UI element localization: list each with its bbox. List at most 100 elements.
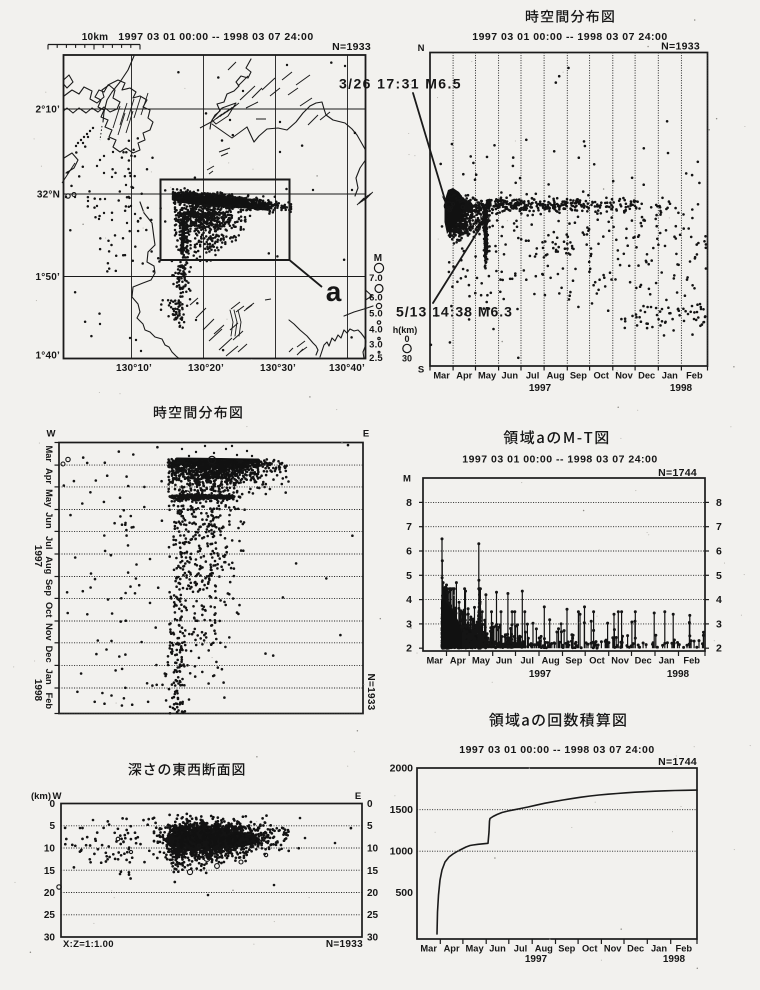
svg-text:Aug: Aug — [547, 371, 565, 381]
svg-text:Dec: Dec — [635, 656, 652, 666]
svg-text:25: 25 — [44, 910, 56, 921]
svg-text:N=1933: N=1933 — [661, 41, 700, 53]
svg-text:5: 5 — [367, 821, 373, 832]
svg-text:M: M — [374, 253, 383, 264]
svg-text:N=1933: N=1933 — [326, 939, 363, 950]
svg-text:E: E — [355, 791, 361, 802]
svg-text:Nov: Nov — [615, 371, 633, 381]
svg-text:Oct: Oct — [593, 371, 609, 381]
svg-text:500: 500 — [395, 887, 413, 899]
svg-text:Jan: Jan — [44, 669, 54, 685]
svg-text:Jan: Jan — [651, 944, 667, 954]
svg-text:15: 15 — [367, 866, 379, 877]
svg-text:h(km): h(km) — [393, 325, 418, 335]
svg-text:5: 5 — [716, 570, 722, 582]
svg-text:Feb: Feb — [686, 371, 703, 381]
svg-text:15: 15 — [44, 866, 56, 877]
svg-text:0: 0 — [404, 334, 409, 344]
svg-text:W: W — [47, 429, 56, 440]
svg-text:Sep: Sep — [44, 579, 54, 596]
svg-text:Aug: Aug — [44, 556, 54, 574]
svg-text:3: 3 — [406, 618, 412, 630]
svg-text:2°10’: 2°10’ — [36, 105, 60, 116]
svg-text:30: 30 — [402, 354, 412, 364]
svg-text:Apr: Apr — [456, 371, 472, 381]
svg-text:1997: 1997 — [525, 954, 548, 965]
svg-text:Sep: Sep — [565, 656, 582, 666]
svg-text:1997 03 01 00:00 -- 1998 03 07: 1997 03 01 00:00 -- 1998 03 07 24:00 — [472, 31, 667, 43]
svg-text:1997: 1997 — [32, 545, 43, 568]
svg-text:Aug: Aug — [542, 656, 560, 666]
svg-text:1997 03 01 00:00 -- 1998 03 07: 1997 03 01 00:00 -- 1998 03 07 24:00 — [118, 31, 313, 43]
svg-text:5: 5 — [406, 570, 412, 582]
svg-text:4: 4 — [716, 594, 722, 606]
svg-text:6: 6 — [716, 546, 722, 558]
svg-text:May: May — [466, 944, 485, 954]
svg-text:32°N: 32°N — [37, 190, 60, 201]
svg-text:30: 30 — [367, 933, 379, 944]
svg-text:Nov: Nov — [611, 656, 629, 666]
svg-text:Jun: Jun — [489, 944, 506, 954]
svg-text:a: a — [326, 276, 342, 307]
svg-text:N=1933: N=1933 — [365, 673, 376, 710]
svg-text:1°50’: 1°50’ — [36, 272, 60, 283]
svg-text:1997: 1997 — [529, 669, 552, 680]
svg-text:1°40’: 1°40’ — [36, 351, 60, 362]
svg-text:May: May — [44, 489, 54, 508]
svg-text:Jan: Jan — [659, 656, 675, 666]
svg-text:Feb: Feb — [683, 656, 700, 666]
svg-text:6: 6 — [406, 546, 412, 558]
svg-text:0: 0 — [367, 799, 373, 810]
svg-text:N: N — [418, 43, 425, 54]
svg-text:1997 03 01 00:00 -- 1998 03 07: 1997 03 01 00:00 -- 1998 03 07 24:00 — [462, 454, 657, 466]
svg-text:May: May — [478, 371, 497, 381]
svg-text:7: 7 — [406, 521, 412, 533]
svg-text:2: 2 — [406, 643, 412, 655]
svg-text:Dec: Dec — [44, 646, 54, 663]
svg-text:25: 25 — [367, 910, 379, 921]
svg-text:Jul: Jul — [514, 944, 527, 954]
svg-text:Nov: Nov — [604, 944, 622, 954]
svg-text:8: 8 — [716, 497, 722, 509]
svg-text:Apr: Apr — [44, 468, 54, 484]
svg-text:Jan: Jan — [662, 371, 678, 381]
svg-text:4.0: 4.0 — [369, 325, 383, 336]
svg-text:1998: 1998 — [32, 679, 43, 702]
svg-text:1997 03 01 00:00 -- 1998 03 07: 1997 03 01 00:00 -- 1998 03 07 24:00 — [459, 744, 654, 756]
svg-text:3.0: 3.0 — [369, 340, 383, 351]
svg-text:130°20’: 130°20’ — [188, 363, 224, 374]
svg-text:S: S — [418, 365, 424, 376]
svg-text:6.0: 6.0 — [369, 293, 383, 304]
svg-text:Jul: Jul — [44, 536, 54, 549]
svg-text:Jul: Jul — [526, 371, 539, 381]
svg-text:Aug: Aug — [535, 944, 553, 954]
svg-text:Dec: Dec — [638, 371, 655, 381]
svg-text:10: 10 — [44, 844, 56, 855]
svg-text:Oct: Oct — [44, 602, 54, 618]
svg-text:Oct: Oct — [582, 944, 598, 954]
svg-text:4: 4 — [406, 594, 412, 606]
svg-text:5: 5 — [49, 821, 55, 832]
svg-text:Jun: Jun — [44, 512, 54, 529]
svg-text:10km: 10km — [82, 32, 108, 43]
svg-text:3/26 17:31 M6.5: 3/26 17:31 M6.5 — [339, 76, 462, 92]
svg-text:1998: 1998 — [663, 954, 686, 965]
svg-text:Feb: Feb — [44, 693, 54, 710]
svg-text:M: M — [403, 474, 411, 485]
svg-text:Oct: Oct — [589, 656, 605, 666]
svg-text:Jul: Jul — [520, 656, 533, 666]
svg-text:130°40’: 130°40’ — [329, 363, 365, 374]
svg-text:N=1744: N=1744 — [658, 467, 697, 479]
svg-text:Jun: Jun — [502, 371, 519, 381]
svg-text:20: 20 — [44, 888, 56, 899]
svg-text:X:Z=1:1.00: X:Z=1:1.00 — [63, 939, 114, 950]
svg-text:Sep: Sep — [570, 371, 587, 381]
svg-text:May: May — [472, 656, 491, 666]
svg-text:5.0: 5.0 — [369, 309, 383, 320]
svg-text:W: W — [53, 791, 62, 802]
svg-text:E: E — [363, 429, 369, 440]
svg-text:1997: 1997 — [529, 383, 552, 394]
svg-text:Mar: Mar — [44, 446, 54, 463]
svg-text:3: 3 — [716, 618, 722, 630]
svg-text:Mar: Mar — [420, 944, 437, 954]
